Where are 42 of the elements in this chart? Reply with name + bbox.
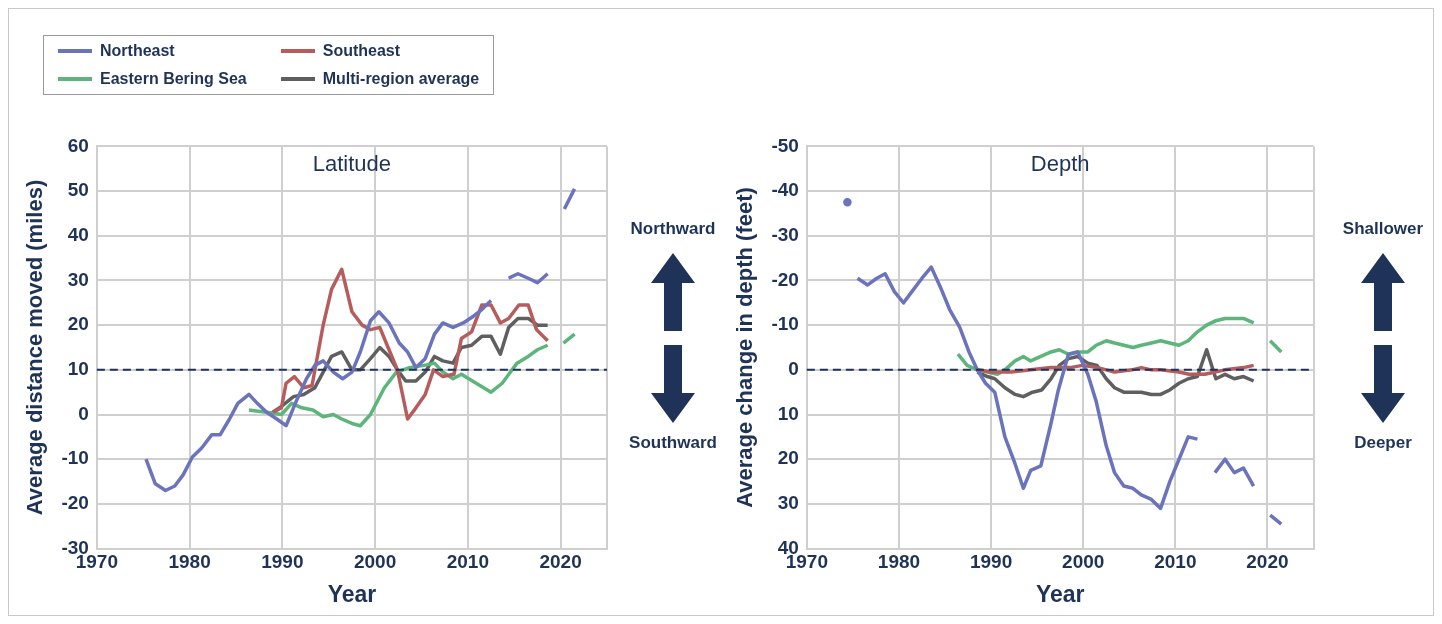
y-tick-label: -20 bbox=[61, 492, 89, 514]
x-tick-label: 1990 bbox=[969, 551, 1013, 573]
y-tick-label: 30 bbox=[67, 268, 89, 290]
y-tick-label: 0 bbox=[78, 402, 89, 424]
y-tick-label: -50 bbox=[771, 134, 799, 156]
y-axis-title: Average distance moved (miles) bbox=[22, 179, 48, 516]
legend-label: Northeast bbox=[100, 42, 175, 60]
text: Shallower bbox=[1341, 219, 1425, 239]
y-tick-label: 20 bbox=[67, 313, 89, 335]
x-tick-label: 2020 bbox=[1246, 551, 1289, 573]
chart-title: Depth bbox=[1030, 151, 1090, 177]
y-tick-label: -10 bbox=[771, 313, 799, 335]
y-tick-label: 0 bbox=[788, 358, 799, 380]
y-tick-label: 30 bbox=[777, 492, 799, 514]
x-axis-title: Year bbox=[1035, 580, 1085, 607]
x-tick-label: 2020 bbox=[539, 551, 582, 573]
x-tick-label: 2000 bbox=[1062, 551, 1105, 573]
y-tick-label: -10 bbox=[61, 447, 89, 469]
x-tick-label: 1990 bbox=[261, 551, 304, 573]
y-tick-label: -30 bbox=[771, 224, 799, 246]
x-tick-label: 2010 bbox=[1154, 551, 1197, 573]
text: Deeper bbox=[1353, 433, 1413, 453]
chart-title: Latitude bbox=[312, 151, 392, 177]
y-axis-title: Average change in depth (feet) bbox=[732, 187, 758, 508]
y-tick-label: 10 bbox=[67, 358, 89, 380]
x-axis-title: Year bbox=[327, 580, 377, 607]
text: Northward bbox=[630, 219, 716, 238]
legend-label: Multi-region average bbox=[322, 70, 480, 88]
y-tick-label: -40 bbox=[771, 179, 799, 201]
y-tick-label: 20 bbox=[777, 447, 799, 469]
legend-label: Eastern Bering Sea bbox=[100, 70, 247, 88]
x-tick-label: 1980 bbox=[168, 551, 211, 573]
legend-label: Southeast bbox=[322, 42, 401, 60]
y-tick-label: 40 bbox=[67, 224, 89, 246]
y-tick-label: 60 bbox=[67, 134, 89, 156]
y-tick-label: -20 bbox=[771, 268, 799, 290]
y-tick-label: 10 bbox=[777, 402, 799, 424]
x-tick-label: 2010 bbox=[446, 551, 490, 573]
y-tick-label: 50 bbox=[67, 179, 89, 201]
x-tick-label: 1980 bbox=[877, 551, 921, 573]
x-tick-label: 2000 bbox=[353, 551, 397, 573]
text: Southward bbox=[629, 433, 717, 452]
